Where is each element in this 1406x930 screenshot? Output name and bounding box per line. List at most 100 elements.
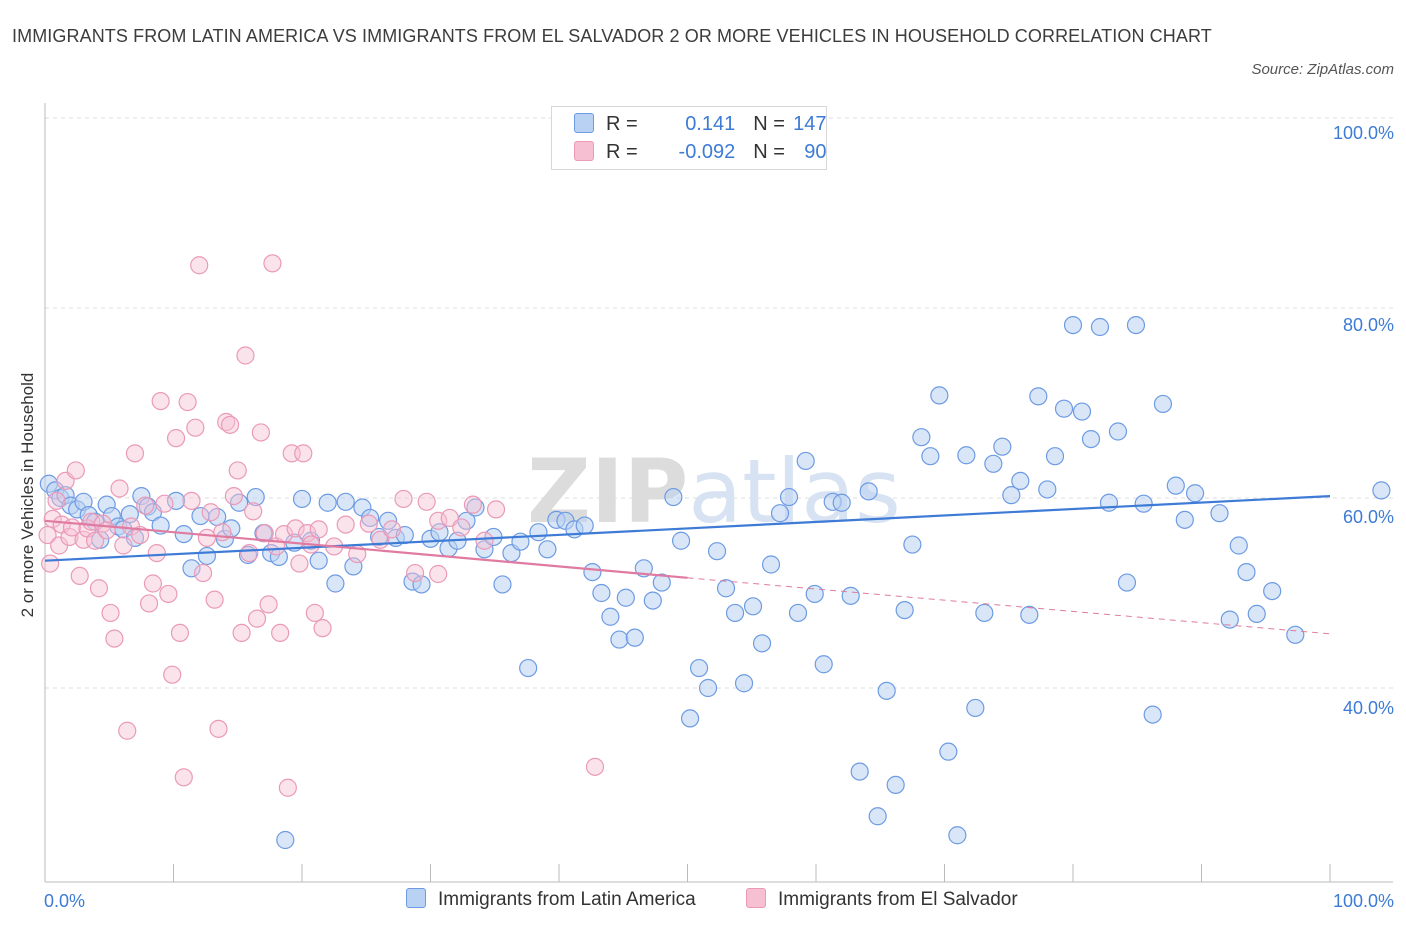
point-el-salvador — [359, 514, 378, 533]
point-latin-america — [292, 489, 312, 509]
point-el-salvador — [174, 768, 193, 787]
point-latin-america — [707, 542, 727, 561]
chart-title: IMMIGRANTS FROM LATIN AMERICA VS IMMIGRA… — [12, 26, 1212, 46]
legend-r-label: R = — [606, 141, 644, 163]
point-el-salvador — [405, 563, 425, 583]
point-el-salvador — [240, 543, 259, 563]
point-el-salvador — [429, 564, 448, 584]
point-latin-america — [859, 482, 878, 501]
point-latin-america — [1029, 387, 1048, 406]
point-el-salvador — [193, 563, 213, 583]
point-latin-america — [1117, 573, 1137, 592]
point-latin-america — [466, 498, 485, 517]
point-latin-america — [246, 487, 265, 507]
point-latin-america — [1038, 480, 1057, 499]
point-el-salvador — [66, 461, 85, 480]
point-el-salvador — [118, 721, 137, 740]
point-latin-america — [1237, 562, 1256, 582]
point-latin-america — [1263, 581, 1282, 601]
correlation-legend: R = 0.141 N = 147 R = -0.092 N = 90 — [551, 106, 827, 170]
point-el-salvador — [197, 528, 217, 548]
point-el-salvador — [136, 496, 155, 515]
legend-row-latin-america: R = 0.141 N = 147 — [574, 113, 827, 137]
point-latin-america — [519, 658, 538, 678]
point-el-salvador — [263, 254, 282, 273]
point-el-salvador — [394, 489, 413, 509]
point-latin-america — [966, 698, 985, 718]
point-latin-america — [957, 446, 976, 465]
point-el-salvador — [305, 603, 324, 623]
point-latin-america — [592, 583, 611, 603]
y-tick-label-80: 80.0% — [1342, 315, 1394, 335]
point-latin-america — [1081, 430, 1101, 449]
point-el-salvador — [309, 520, 328, 539]
point-latin-america — [1063, 316, 1083, 335]
point-latin-america — [725, 603, 745, 623]
point-el-salvador — [336, 515, 355, 534]
point-el-salvador — [178, 392, 197, 412]
point-el-salvador — [278, 778, 297, 797]
point-el-salvador — [139, 594, 159, 613]
point-el-salvador — [486, 500, 506, 519]
point-latin-america — [318, 493, 337, 512]
point-el-salvador — [290, 554, 309, 573]
legend-swatch-blue — [574, 113, 594, 133]
point-el-salvador — [41, 554, 60, 573]
point-el-salvador — [159, 584, 178, 604]
point-latin-america — [1099, 493, 1119, 512]
point-el-salvador — [89, 579, 109, 598]
point-latin-america — [886, 775, 905, 795]
point-latin-america — [1054, 399, 1074, 418]
point-latin-america — [1372, 481, 1391, 500]
legend-r-value: 0.141 — [685, 113, 736, 135]
point-el-salvador — [101, 603, 120, 623]
point-el-salvador — [125, 444, 145, 463]
point-latin-america — [1002, 486, 1021, 505]
point-latin-america — [1247, 604, 1266, 624]
point-el-salvador — [585, 757, 605, 776]
y-tick-label-60: 60.0% — [1342, 507, 1394, 527]
point-el-salvador — [220, 415, 240, 434]
point-latin-america — [1185, 484, 1205, 503]
y-tick-label-100: 100.0% — [1332, 123, 1394, 143]
y-tick-label-40: 40.0% — [1342, 698, 1394, 718]
legend-n-label: N = — [753, 141, 791, 163]
point-latin-america — [743, 597, 763, 616]
legend-n-value: 90 — [804, 141, 827, 163]
point-el-salvador — [205, 590, 224, 609]
point-latin-america — [734, 674, 754, 693]
legend-r-label: R = — [606, 113, 644, 135]
point-latin-america — [1011, 471, 1030, 490]
point-el-salvador — [452, 518, 471, 537]
point-latin-america — [493, 575, 512, 594]
point-latin-america — [601, 607, 620, 626]
point-latin-america — [1108, 422, 1128, 441]
point-latin-america — [652, 573, 671, 592]
point-el-salvador — [151, 392, 170, 411]
point-latin-america — [1220, 610, 1239, 629]
point-el-salvador — [147, 543, 166, 563]
point-latin-america — [698, 678, 718, 698]
point-latin-america — [921, 447, 940, 466]
point-latin-america — [1072, 402, 1092, 421]
bottom-legend-latin-america[interactable]: Immigrants from Latin America — [406, 888, 696, 911]
point-el-salvador — [209, 719, 228, 738]
point-el-salvador — [417, 492, 436, 511]
point-latin-america — [575, 516, 594, 535]
point-latin-america — [948, 826, 967, 845]
point-latin-america — [1143, 705, 1162, 724]
point-latin-america — [761, 555, 781, 574]
point-latin-america — [610, 630, 629, 649]
legend-row-el-salvador: R = -0.092 N = 90 — [574, 141, 827, 165]
point-el-salvador — [259, 595, 278, 614]
point-latin-america — [625, 628, 644, 647]
bottom-legend-el-salvador[interactable]: Immigrants from El Salvador — [746, 888, 1018, 911]
point-el-salvador — [190, 256, 209, 275]
point-el-salvador — [114, 536, 133, 555]
point-el-salvador — [155, 494, 174, 513]
legend-swatch-pink — [574, 141, 594, 161]
point-el-salvador — [429, 511, 448, 530]
point-latin-america — [779, 487, 799, 507]
point-latin-america — [1153, 394, 1173, 414]
